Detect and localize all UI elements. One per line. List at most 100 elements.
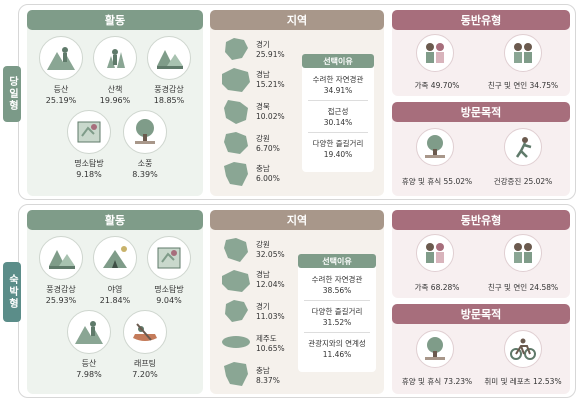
- activity-name: 래프팅: [133, 359, 157, 368]
- map-chungnam-icon: [224, 162, 248, 186]
- rest-icon: [416, 330, 454, 368]
- reason-name: 다양한 즐길거리: [311, 307, 363, 316]
- reason-value: 34.91%: [323, 86, 353, 95]
- walk-icon: [93, 36, 137, 80]
- activity-value: 9.18%: [76, 170, 102, 179]
- family-icon: [416, 34, 454, 72]
- activity-value: 19.96%: [99, 96, 131, 105]
- activity-value: 7.98%: [76, 370, 102, 379]
- purpose-value: 12.53%: [532, 377, 562, 386]
- reason-value: 19.40%: [323, 150, 353, 159]
- reason-name: 관광지와의 연계성: [308, 339, 366, 348]
- camping-icon: [93, 236, 137, 280]
- map-jeju-icon: [222, 336, 250, 348]
- purpose-name: 취미 및 레포츠: [484, 377, 531, 386]
- stay-reason-box: 선택이유 수려한 자연경관 38.56% 다양한 즐길거리 31.52% 관광지…: [298, 254, 376, 372]
- map-chungnam-icon: [224, 362, 248, 386]
- health-icon: [504, 128, 542, 166]
- stay-activity-title: 활동: [27, 210, 203, 230]
- activity-value: 7.20%: [132, 370, 158, 379]
- rafting-icon: [123, 310, 167, 354]
- activity-name: 등산: [53, 85, 69, 94]
- region-name: 강원: [256, 240, 270, 249]
- day-purpose-panel: 방문목적 휴양 및 휴식 55.02% 건강증진 25.02%: [392, 102, 570, 196]
- purpose-name: 휴양 및 휴식: [401, 177, 442, 186]
- cycling-icon: [504, 330, 542, 368]
- region-value: 8.37%: [256, 376, 280, 385]
- companion-value: 68.28%: [430, 283, 460, 292]
- scenery-icon: [147, 36, 191, 80]
- activity-value: 9.04%: [156, 296, 182, 305]
- reason-value: 30.14%: [323, 118, 353, 127]
- activity-name: 등산: [81, 359, 97, 368]
- day-region-title: 지역: [210, 10, 384, 30]
- region-value: 12.04%: [256, 280, 285, 289]
- map-gyeongnam-icon: [222, 270, 250, 292]
- activity-name: 풍경감상: [46, 285, 76, 294]
- hiking-icon: [67, 310, 111, 354]
- reason-title: 선택이유: [302, 54, 374, 68]
- activity-name: 야영: [107, 285, 123, 294]
- region-name: 경북: [256, 102, 270, 111]
- companion-value: 34.75%: [529, 81, 559, 90]
- activity-value: 18.85%: [153, 96, 185, 105]
- map-gangwon-icon: [224, 238, 248, 262]
- activity-name: 풍경감상: [154, 85, 184, 94]
- region-name: 제주도: [256, 334, 277, 343]
- map-gangwon-icon: [224, 132, 248, 154]
- overnight-tab: 숙박형: [3, 262, 21, 322]
- region-value: 6.00%: [256, 174, 280, 183]
- stay-companion-panel: 동반유형 가족 68.28% 친구 및 연인 24.58%: [392, 210, 570, 298]
- region-value: 10.65%: [256, 344, 285, 353]
- region-value: 25.91%: [256, 50, 285, 59]
- stay-region-title: 지역: [210, 210, 384, 230]
- stay-purpose-panel: 방문목적 휴양 및 휴식 73.23% 취미 및 레포츠 12.53%: [392, 304, 570, 394]
- region-name: 경기: [256, 302, 270, 311]
- day-purpose-title: 방문목적: [392, 102, 570, 122]
- region-name: 경기: [256, 40, 270, 49]
- region-value: 15.21%: [256, 80, 285, 89]
- rest-icon: [416, 128, 454, 166]
- purpose-value: 73.23%: [443, 377, 473, 386]
- companion-name: 가족: [414, 283, 429, 292]
- activity-name: 산책: [107, 85, 123, 94]
- companion-value: 49.70%: [430, 81, 460, 90]
- region-value: 11.03%: [256, 312, 285, 321]
- map-tour-icon: [147, 236, 191, 280]
- region-name: 강원: [256, 134, 270, 143]
- purpose-value: 55.02%: [443, 177, 473, 186]
- companion-value: 24.58%: [529, 283, 559, 292]
- day-trip-tab-label: 당일형: [6, 76, 18, 112]
- region-value: 32.05%: [256, 250, 285, 259]
- map-tour-icon: [67, 110, 111, 154]
- couple-icon: [504, 234, 542, 272]
- reason-name: 다양한 즐길거리: [312, 139, 364, 148]
- family-icon: [416, 234, 454, 272]
- day-reason-box: 선택이유 수려한 자연경관 34.91% 접근성 30.14% 다양한 즐길거리…: [302, 54, 374, 172]
- region-name: 충남: [256, 164, 270, 173]
- activity-value: 25.93%: [45, 296, 77, 305]
- region-value: 10.02%: [256, 112, 285, 121]
- purpose-value: 25.02%: [523, 177, 553, 186]
- activity-name: 소풍: [137, 159, 153, 168]
- reason-value: 38.56%: [322, 286, 352, 295]
- picnic-icon: [123, 110, 167, 154]
- map-gyeonggi-icon: [225, 300, 248, 322]
- couple-icon: [504, 34, 542, 72]
- region-value: 6.70%: [256, 144, 280, 153]
- stay-companion-title: 동반유형: [392, 210, 570, 230]
- reason-value: 31.52%: [322, 318, 352, 327]
- activity-value: 8.39%: [132, 170, 158, 179]
- reason-name: 수려한 자연경관: [311, 275, 363, 284]
- day-companion-panel: 동반유형 가족 49.70% 친구 및 연인 34.75%: [392, 10, 570, 96]
- purpose-name: 휴양 및 휴식: [401, 377, 442, 386]
- stay-activity-panel: 활동 풍경감상 25.93% 야영 21.84% 명소탐방 9.04% 등산 7…: [27, 210, 203, 394]
- activity-name: 명소탐방: [154, 285, 184, 294]
- scenery-icon: [39, 236, 83, 280]
- map-gyeongbuk-icon: [224, 100, 248, 124]
- hiking-icon: [39, 36, 83, 80]
- region-name: 경남: [256, 270, 270, 279]
- map-gyeongnam-icon: [222, 68, 250, 92]
- stay-purpose-title: 방문목적: [392, 304, 570, 324]
- activity-name: 명소탐방: [74, 159, 104, 168]
